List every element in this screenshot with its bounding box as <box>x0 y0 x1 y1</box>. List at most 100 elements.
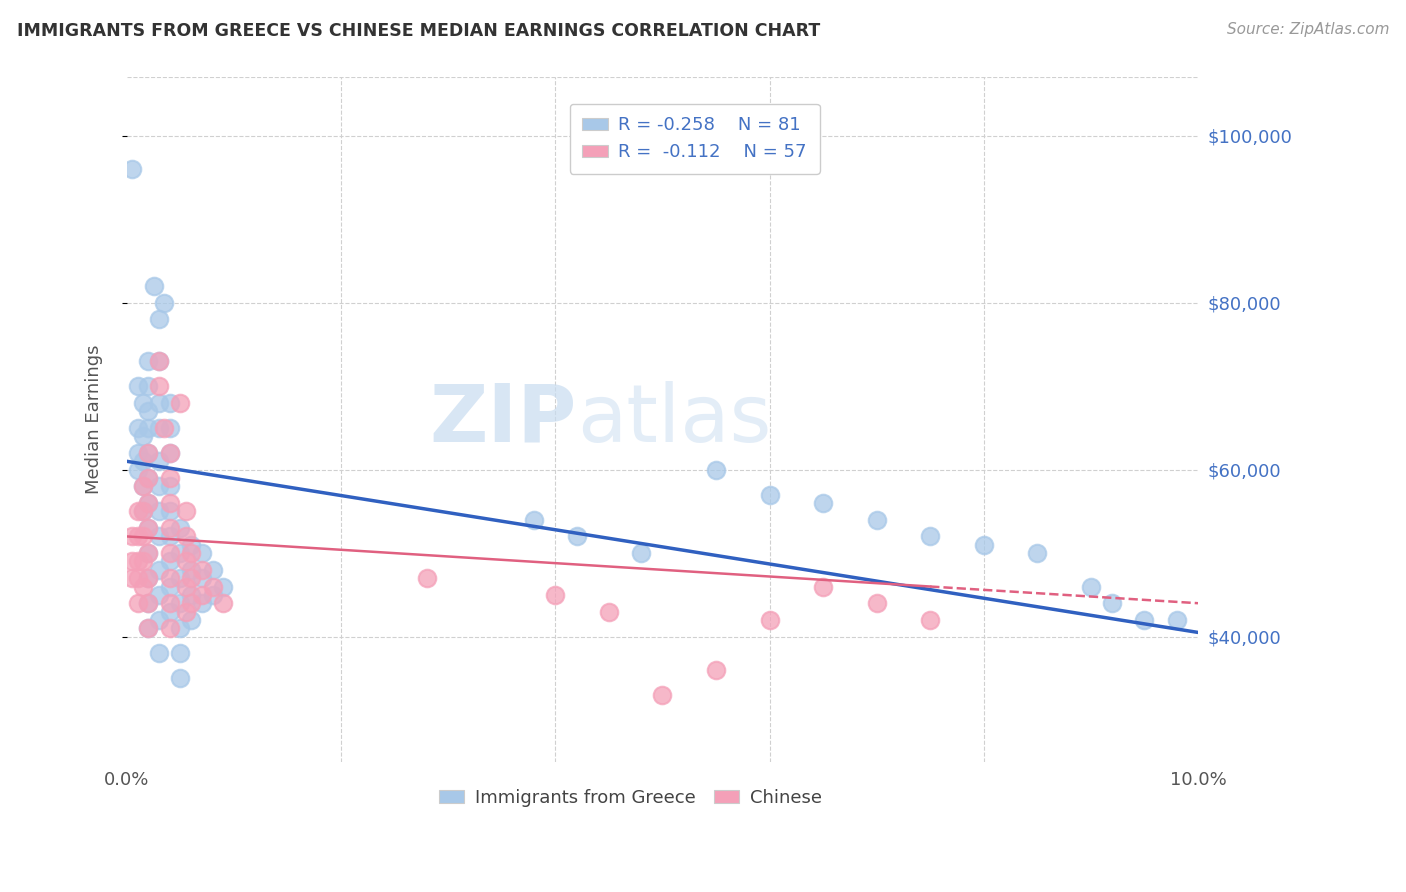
Point <box>180 588 202 602</box>
Point <box>169 546 191 560</box>
Point <box>159 621 181 635</box>
Point <box>132 529 155 543</box>
Point <box>920 529 942 543</box>
Point <box>201 588 224 602</box>
Point <box>127 379 149 393</box>
Point <box>127 554 149 568</box>
Point <box>132 429 155 443</box>
Point <box>180 596 202 610</box>
Point <box>1026 546 1049 560</box>
Point <box>169 521 191 535</box>
Point <box>174 504 197 518</box>
Point <box>159 580 181 594</box>
Point <box>191 588 214 602</box>
Point <box>1166 613 1188 627</box>
Point <box>758 488 780 502</box>
Point <box>169 621 191 635</box>
Point <box>159 546 181 560</box>
Point <box>811 580 834 594</box>
Point <box>121 554 143 568</box>
Point <box>169 396 191 410</box>
Point <box>169 671 191 685</box>
Point <box>148 312 170 326</box>
Point <box>136 496 159 510</box>
Point <box>180 546 202 560</box>
Point <box>159 529 181 543</box>
Point <box>121 529 143 543</box>
Point <box>148 563 170 577</box>
Point <box>132 504 155 518</box>
Point <box>127 463 149 477</box>
Point <box>212 580 235 594</box>
Point <box>159 521 181 535</box>
Point <box>148 396 170 410</box>
Point <box>136 621 159 635</box>
Point <box>169 596 191 610</box>
Point <box>180 613 202 627</box>
Point <box>148 504 170 518</box>
Point <box>811 496 834 510</box>
Point <box>866 513 889 527</box>
Point <box>565 529 588 543</box>
Point <box>212 596 235 610</box>
Point <box>148 613 170 627</box>
Point <box>159 446 181 460</box>
Point <box>1133 613 1156 627</box>
Point <box>169 646 191 660</box>
Point <box>973 538 995 552</box>
Point <box>132 504 155 518</box>
Point <box>136 596 159 610</box>
Point <box>121 162 143 177</box>
Point <box>191 563 214 577</box>
Point <box>159 471 181 485</box>
Point <box>148 479 170 493</box>
Point <box>136 571 159 585</box>
Point <box>523 513 546 527</box>
Point <box>142 279 165 293</box>
Point <box>148 529 170 543</box>
Point <box>704 663 727 677</box>
Point <box>136 496 159 510</box>
Point <box>174 529 197 543</box>
Point <box>136 571 159 585</box>
Point <box>132 479 155 493</box>
Point <box>127 504 149 518</box>
Point <box>136 596 159 610</box>
Text: ZIP: ZIP <box>429 381 576 458</box>
Point <box>136 521 159 535</box>
Point <box>180 563 202 577</box>
Point <box>159 421 181 435</box>
Point <box>920 613 942 627</box>
Text: IMMIGRANTS FROM GREECE VS CHINESE MEDIAN EARNINGS CORRELATION CHART: IMMIGRANTS FROM GREECE VS CHINESE MEDIAN… <box>17 22 820 40</box>
Point <box>136 521 159 535</box>
Point <box>148 379 170 393</box>
Point <box>132 454 155 468</box>
Point <box>180 571 202 585</box>
Point <box>121 571 143 585</box>
Point <box>132 479 155 493</box>
Point <box>136 621 159 635</box>
Legend: Immigrants from Greece, Chinese: Immigrants from Greece, Chinese <box>432 782 830 814</box>
Point <box>201 580 224 594</box>
Point <box>180 538 202 552</box>
Point <box>136 546 159 560</box>
Point <box>148 588 170 602</box>
Point <box>153 295 176 310</box>
Point <box>136 446 159 460</box>
Point <box>127 446 149 460</box>
Point <box>191 571 214 585</box>
Point <box>191 596 214 610</box>
Point <box>159 446 181 460</box>
Point <box>136 471 159 485</box>
Y-axis label: Median Earnings: Median Earnings <box>86 345 103 494</box>
Point <box>544 588 567 602</box>
Point <box>148 354 170 368</box>
Point <box>174 580 197 594</box>
Point <box>136 446 159 460</box>
Point <box>159 596 181 610</box>
Point <box>148 646 170 660</box>
Point <box>866 596 889 610</box>
Point <box>758 613 780 627</box>
Point <box>159 554 181 568</box>
Point <box>174 554 197 568</box>
